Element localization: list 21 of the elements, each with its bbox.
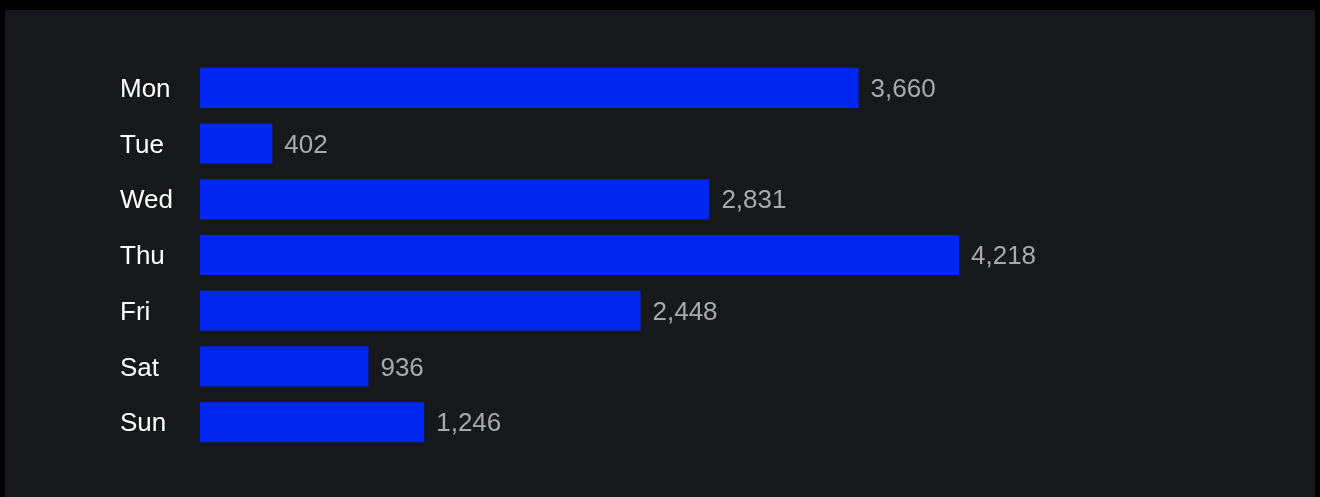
y-tick-label: Wed bbox=[120, 184, 173, 215]
y-tick-label: Mon bbox=[120, 72, 171, 103]
data-label: 4,218 bbox=[971, 240, 1037, 271]
bar bbox=[200, 234, 959, 276]
data-label: 2,448 bbox=[652, 295, 718, 326]
bar bbox=[200, 346, 369, 387]
y-tick-label: Sat bbox=[120, 351, 160, 382]
bar bbox=[200, 402, 425, 443]
data-label: 936 bbox=[380, 351, 424, 382]
data-label: 402 bbox=[284, 128, 328, 159]
bar bbox=[200, 290, 641, 331]
y-tick-label: Sun bbox=[120, 407, 167, 438]
data-label: 3,660 bbox=[870, 72, 936, 103]
data-label: 2,831 bbox=[721, 184, 787, 215]
bar bbox=[200, 179, 710, 220]
bar bbox=[200, 123, 273, 164]
data-label: 1,246 bbox=[436, 407, 502, 438]
y-tick-label: Fri bbox=[120, 295, 151, 326]
y-tick-label: Tue bbox=[120, 128, 164, 159]
bar bbox=[200, 67, 859, 108]
y-tick-label: Thu bbox=[120, 240, 165, 271]
